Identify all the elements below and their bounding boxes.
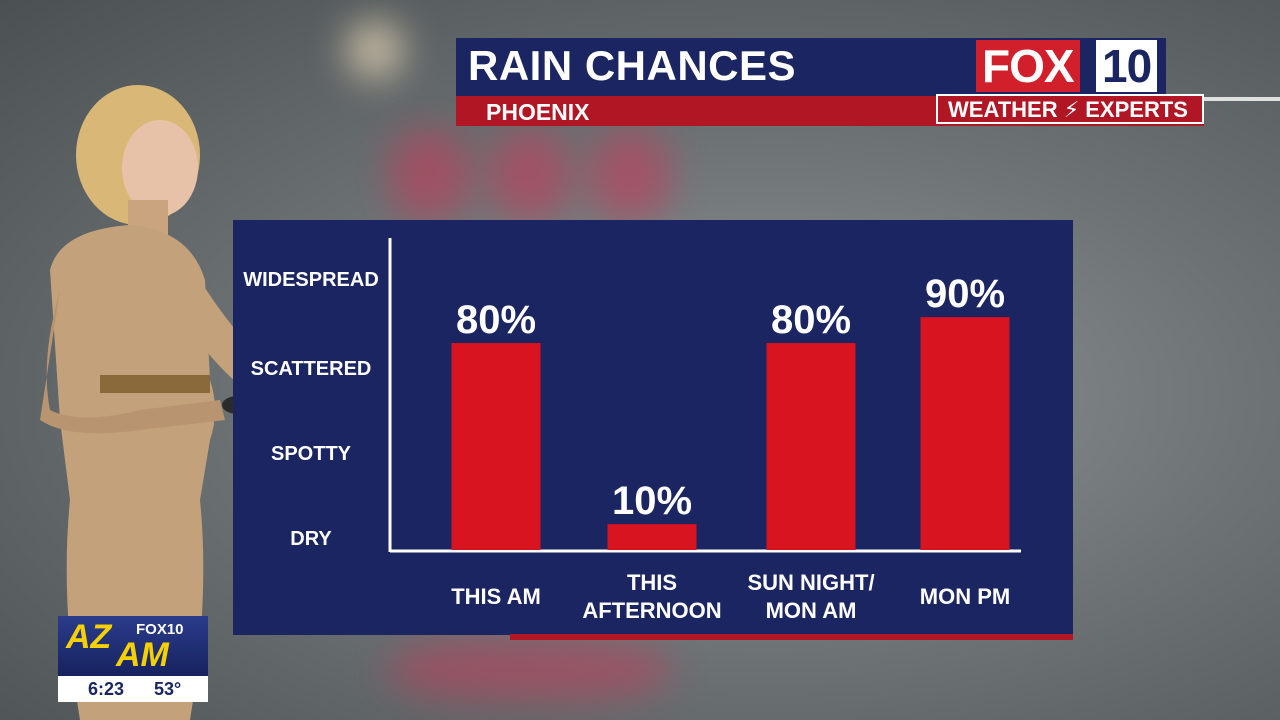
x-tick-label: THIS: [627, 570, 677, 595]
fox10-logo: FOX 10: [976, 40, 1166, 92]
x-tick-label: MON PM: [920, 584, 1010, 609]
background-blur-pink: [590, 130, 670, 220]
data-label: 80%: [771, 298, 851, 342]
bug-top: [58, 616, 208, 676]
bar: [766, 343, 856, 550]
y-tick-label: WIDESPREAD: [243, 269, 379, 291]
header: RAIN CHANCES PHOENIX FOX 10 WEATHER ⚡ EX…: [456, 38, 1204, 126]
x-tick-label: AFTERNOON: [582, 598, 721, 623]
x-tick-label: SUN NIGHT/: [747, 570, 874, 595]
y-tick-label: SCATTERED: [251, 358, 372, 380]
bar: [920, 317, 1010, 550]
bar: [607, 524, 697, 550]
header-accent-line: [1204, 97, 1280, 101]
background-blur-light: [345, 20, 405, 80]
data-label: 90%: [925, 272, 1005, 316]
bug-am: AM: [116, 636, 169, 674]
logo-fox-text: FOX: [976, 40, 1080, 92]
bar: [451, 343, 541, 550]
x-tick-label: THIS AM: [451, 584, 541, 609]
y-tick-label: DRY: [290, 528, 332, 550]
data-label: 10%: [612, 479, 692, 523]
x-tick-label: MON AM: [766, 598, 857, 623]
bug-time: 6:23: [88, 679, 125, 699]
chart-panel-bottom-accent: [510, 634, 1073, 640]
background-blur-pink: [490, 130, 570, 220]
logo-ten-text: 10: [1096, 40, 1158, 92]
y-tick-label: SPOTTY: [271, 443, 352, 465]
data-label: 80%: [456, 298, 536, 342]
background-blur-pink: [390, 640, 670, 700]
location-label: PHOENIX: [486, 99, 590, 125]
weather-experts-label: WEATHER ⚡ EXPERTS: [948, 97, 1188, 122]
bug-az: AZ: [66, 618, 112, 656]
rain-chance-chart: WIDESPREAD SCATTERED SPOTTY DRY 80% THIS AM 10…: [243, 238, 1021, 623]
background-blur-pink: [390, 130, 470, 220]
bug-temperature: 53°: [154, 679, 182, 699]
bug-network: FOX10: [136, 621, 184, 638]
title-bar: [456, 38, 972, 96]
az-am-bug: AZ AM FOX10 6:23 53°: [58, 616, 208, 702]
bug-bottom: [58, 676, 208, 702]
weather-experts-badge: WEATHER ⚡ EXPERTS: [936, 94, 1204, 124]
page-title: RAIN CHANCES: [468, 42, 797, 89]
